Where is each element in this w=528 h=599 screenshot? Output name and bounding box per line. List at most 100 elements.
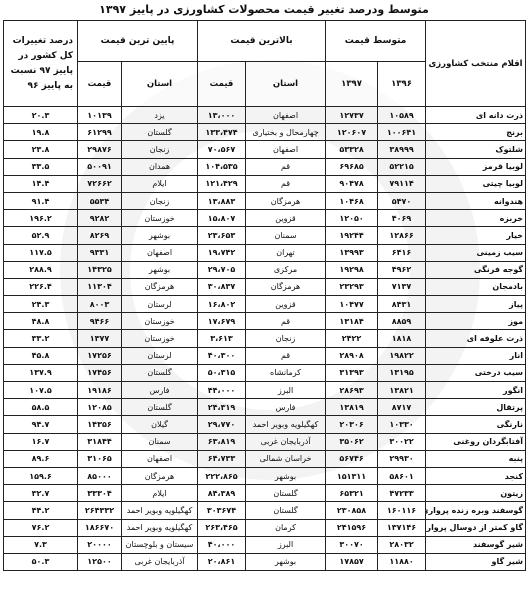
change-percent-cell: ۳۲.۷ — [3, 484, 78, 503]
min-price-cell: ۳۳۳۰۴ — [76, 484, 123, 503]
product-cell: پنبه — [425, 449, 527, 468]
min-price-cell: ۸۲۶۹ — [76, 226, 123, 245]
price-1396-cell: ۷۹۱۱۴ — [377, 174, 427, 193]
header-max-price-value: قیمت — [197, 61, 247, 107]
min-price-cell: ۶۱۲۹۹ — [76, 123, 123, 142]
product-cell: شیر گاو — [425, 552, 527, 572]
min-province-cell: زنجان — [121, 191, 199, 211]
change-percent-cell: ۲۸۸.۹ — [3, 260, 78, 279]
price-1397-cell: ۲۰۳۰۶ — [325, 415, 379, 434]
max-price-cell: ۲۲۲،۸۶۵ — [197, 466, 247, 486]
price-1397-cell: ۱۲۰۵۰ — [325, 209, 379, 228]
price-1396-cell: ۱۰۰۶۴۱ — [377, 123, 427, 142]
change-percent-cell: ۲۴.۳ — [3, 295, 78, 314]
change-percent-cell: ۱۶.۷ — [3, 432, 78, 451]
min-price-cell: ۲۹۸۷۶ — [76, 140, 123, 159]
max-province-cell: قزوین — [245, 209, 327, 228]
change-percent-cell: ۷۶.۲ — [3, 518, 78, 537]
price-1396-cell: ۱۳۷۱۴۶ — [377, 518, 427, 537]
table-row: نارنگی ۱۰۳۳۰ ۲۰۳۰۶ کهگیلویه وبویر احمد ۲۹،۷۷… — [3, 415, 527, 434]
max-province-cell: بوشهر — [245, 552, 327, 572]
header-max-province: استان — [245, 61, 327, 107]
min-province-cell: گلستان — [121, 363, 199, 383]
product-cell: ذرت علوفه ای — [425, 329, 527, 348]
product-cell: شیر گوسفند — [425, 535, 527, 554]
change-percent-cell: ۲۲۶.۴ — [3, 277, 78, 297]
max-province-cell: قم — [245, 157, 327, 176]
price-1397-cell: ۹۰۴۷۸ — [325, 174, 379, 193]
max-price-cell: ۳۰،۸۳۷ — [197, 277, 247, 297]
price-table: اقلام منتخب کشاورزی متوسط قیمت بالاترین … — [3, 20, 527, 572]
change-percent-cell: ۹۱.۴ — [3, 191, 78, 211]
product-cell: کنجد — [425, 466, 527, 486]
change-percent-cell: ۱۰۷.۵ — [3, 380, 78, 400]
price-1396-cell: ۵۸۶۰۱ — [377, 466, 427, 486]
price-1397-cell: ۱۳۹۹۳ — [325, 243, 379, 262]
min-province-cell: گیلان — [121, 415, 199, 434]
max-price-cell: ۴۴،۰۰۰ — [197, 380, 247, 400]
change-percent-cell: ۲۳.۸ — [3, 140, 78, 159]
max-province-cell: قم — [245, 174, 327, 193]
max-price-cell: ۲۹،۷۷۰ — [197, 415, 247, 434]
price-1397-cell: ۲۸۹۰۸ — [325, 346, 379, 365]
change-percent-cell: ۱۹۶.۲ — [3, 209, 78, 228]
min-province-cell: لرستان — [121, 346, 199, 365]
min-price-cell: ۳۱۸۴۴ — [76, 432, 123, 451]
min-price-cell: ۱۴۳۵۶ — [76, 415, 123, 434]
price-1397-cell: ۱۲۷۳۷ — [325, 105, 379, 125]
table-row: برنج ۱۰۰۶۴۱ ۱۲۰۶۰۷ چهارمحال و بختیاری ۱۳۳،۴۷… — [3, 123, 527, 142]
price-1396-cell: ۴۹۶۲ — [377, 260, 427, 279]
max-price-cell: ۴۰،۰۰۰ — [197, 535, 247, 554]
product-cell: بادمجان — [425, 277, 527, 297]
product-cell: سیب زمینی — [425, 243, 527, 262]
change-percent-cell: ۱۵۹.۶ — [3, 466, 78, 486]
min-price-cell: ۸۰۰۳ — [76, 295, 123, 314]
change-percent-cell: ۱۱۷.۵ — [3, 243, 78, 262]
product-cell: پرتقال — [425, 398, 527, 417]
change-percent-cell: ۱۳۷.۹ — [3, 363, 78, 383]
price-1396-cell: ۷۱۳۷ — [377, 277, 427, 297]
table-row: لوبیا قرمز ۵۲۲۱۵ ۶۹۶۸۵ قم ۱۰۴،۵۳۵ همدان ۵۰۰۹۱ ۳… — [3, 157, 527, 176]
max-price-cell: ۱۶،۸۰۲ — [197, 295, 247, 314]
max-province-cell: قم — [245, 346, 327, 365]
header-min-price: پایین ترین قیمت — [76, 20, 199, 62]
price-1397-cell: ۶۵۳۲۱ — [325, 484, 379, 503]
max-province-cell: هرمزگان — [245, 277, 327, 297]
max-price-cell: ۱۹،۷۴۲ — [197, 243, 247, 262]
max-province-cell: کرمان — [245, 518, 327, 537]
max-province-cell: زنجان — [245, 329, 327, 348]
price-1397-cell: ۳۱۳۹۳ — [325, 363, 379, 383]
table-body: ذرت دانه ای ۱۰۵۸۹ ۱۲۷۳۷ اصفهان ۱۳،۰۰۰ یزد ۱۰۱۳… — [3, 105, 527, 572]
max-price-cell: ۱۲۱،۴۲۹ — [197, 174, 247, 193]
max-price-cell: ۵۰،۳۱۵ — [197, 363, 247, 383]
table-row: انگور ۱۳۸۲۱ ۲۸۶۹۳ البرز ۴۴،۰۰۰ فارس ۱۹۱۸۶ ۱۰۷.۵ — [3, 380, 527, 400]
change-percent-cell: ۱۴.۴ — [3, 174, 78, 193]
min-province-cell: هرمزگان — [121, 466, 199, 486]
price-1397-cell: ۱۷۸۵۷ — [325, 552, 379, 572]
max-province-cell: اصفهان — [245, 105, 327, 125]
product-cell: هندوانه — [425, 191, 527, 211]
max-price-cell: ۱۳،۰۰۰ — [197, 105, 247, 125]
table-row: گوسفند وبره زنده پرواری ۱۶۰۱۱۶ ۲۳۰۸۵۸ گلستا… — [3, 501, 527, 520]
max-price-cell: ۴۰،۳۰۰ — [197, 346, 247, 365]
price-1396-cell: ۱۳۸۲۱ — [377, 380, 427, 400]
table-row: هندوانه ۵۴۷۰ ۱۰۴۶۸ هرمزگان ۱۳،۸۸۳ زنجان ۵۵۳۴ ۹۱… — [3, 191, 527, 211]
change-percent-cell: ۳۳.۲ — [3, 329, 78, 348]
min-province-cell: خوزستان — [121, 209, 199, 228]
min-province-cell: کهگیلویه وبویر احمد — [121, 518, 199, 537]
min-price-cell: ۳۱۰۶۵ — [76, 449, 123, 468]
price-1396-cell: ۸۷۱۷ — [377, 398, 427, 417]
price-1397-cell: ۲۳۲۹۳ — [325, 277, 379, 297]
max-province-cell: فارس — [245, 398, 327, 417]
product-cell: خیار — [425, 226, 527, 245]
product-cell: سیب درختی — [425, 363, 527, 383]
change-percent-cell: ۳۳.۵ — [3, 157, 78, 176]
price-1397-cell: ۳۰۰۷۰ — [325, 535, 379, 554]
min-price-cell: ۱۷۲۵۶ — [76, 346, 123, 365]
table-row: پرتقال ۸۷۱۷ ۱۳۸۱۹ فارس ۲۴،۳۱۹ گلستان ۱۲۰۸۵ ۵۸.۵ — [3, 398, 527, 417]
price-1396-cell: ۱۸۱۸ — [377, 329, 427, 348]
change-percent-cell: ۸۹.۶ — [3, 449, 78, 468]
min-province-cell: یزد — [121, 105, 199, 125]
price-1396-cell: ۳۰۰۲۲ — [377, 432, 427, 451]
max-price-cell: ۲۳،۶۵۳ — [197, 226, 247, 245]
